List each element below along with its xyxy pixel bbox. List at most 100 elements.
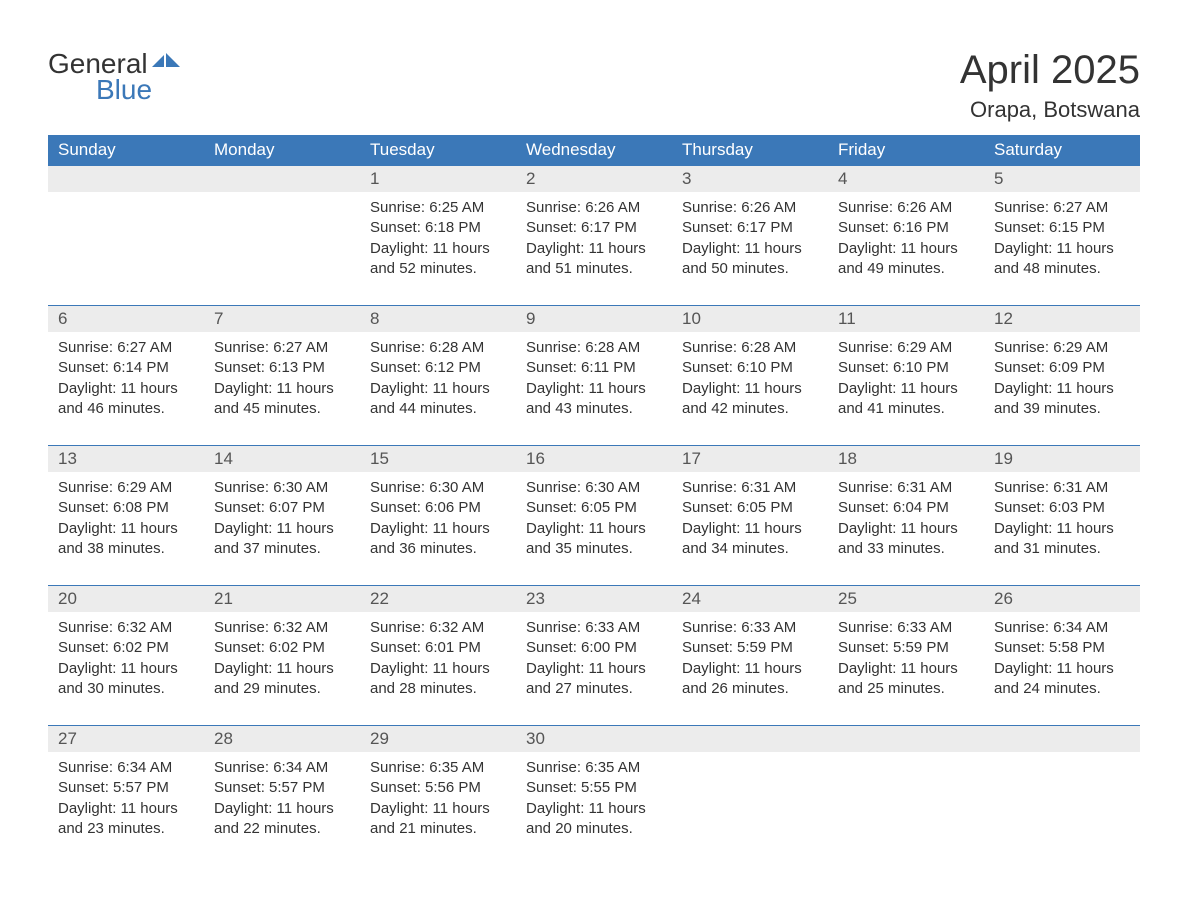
daylight-text: Daylight: 11 hours [994,239,1130,259]
daylight-text: Daylight: 11 hours [526,379,662,399]
day-number-cell: 14 [204,446,360,473]
sunset-text: Sunset: 6:02 PM [214,638,350,658]
daylight-text: Daylight: 11 hours [370,519,506,539]
daylight-text: and 35 minutes. [526,539,662,559]
daylight-text: and 37 minutes. [214,539,350,559]
sunrise-text: Sunrise: 6:35 AM [370,758,506,778]
day-content-cell: Sunrise: 6:30 AMSunset: 6:05 PMDaylight:… [516,472,672,586]
sunset-text: Sunset: 6:02 PM [58,638,194,658]
sunrise-text: Sunrise: 6:27 AM [214,338,350,358]
day-header: Tuesday [360,135,516,166]
daylight-text: and 52 minutes. [370,259,506,279]
brand-logo: General Blue [48,48,180,106]
sunset-text: Sunset: 5:56 PM [370,778,506,798]
day-content-cell: Sunrise: 6:28 AMSunset: 6:12 PMDaylight:… [360,332,516,446]
day-number-cell: 27 [48,726,204,753]
day-number-cell: 24 [672,586,828,613]
sunset-text: Sunset: 6:18 PM [370,218,506,238]
sunrise-text: Sunrise: 6:26 AM [838,198,974,218]
daylight-text: and 24 minutes. [994,679,1130,699]
location-label: Orapa, Botswana [960,97,1140,123]
day-content-cell: Sunrise: 6:33 AMSunset: 6:00 PMDaylight:… [516,612,672,726]
sunrise-text: Sunrise: 6:29 AM [58,478,194,498]
day-content-cell: Sunrise: 6:31 AMSunset: 6:05 PMDaylight:… [672,472,828,586]
daylight-text: Daylight: 11 hours [682,379,818,399]
day-number-cell: 4 [828,166,984,193]
sunrise-text: Sunrise: 6:25 AM [370,198,506,218]
day-content-cell: Sunrise: 6:32 AMSunset: 6:01 PMDaylight:… [360,612,516,726]
sunset-text: Sunset: 6:16 PM [838,218,974,238]
sunrise-text: Sunrise: 6:29 AM [838,338,974,358]
day-header: Thursday [672,135,828,166]
sunrise-text: Sunrise: 6:31 AM [838,478,974,498]
day-number-cell: 10 [672,306,828,333]
day-content-cell: Sunrise: 6:31 AMSunset: 6:04 PMDaylight:… [828,472,984,586]
day-content-cell: Sunrise: 6:30 AMSunset: 6:07 PMDaylight:… [204,472,360,586]
day-number-cell: 20 [48,586,204,613]
month-title: April 2025 [960,48,1140,93]
daylight-text: and 27 minutes. [526,679,662,699]
sunset-text: Sunset: 6:17 PM [682,218,818,238]
daylight-text: Daylight: 11 hours [838,519,974,539]
day-number-row: 20212223242526 [48,586,1140,613]
daylight-text: and 21 minutes. [370,819,506,839]
sunset-text: Sunset: 6:04 PM [838,498,974,518]
day-content-cell: Sunrise: 6:35 AMSunset: 5:55 PMDaylight:… [516,752,672,865]
day-number-cell [204,166,360,193]
sunset-text: Sunset: 6:10 PM [682,358,818,378]
daylight-text: Daylight: 11 hours [526,659,662,679]
sunset-text: Sunset: 6:13 PM [214,358,350,378]
day-content-cell: Sunrise: 6:34 AMSunset: 5:58 PMDaylight:… [984,612,1140,726]
daylight-text: Daylight: 11 hours [682,659,818,679]
sunrise-text: Sunrise: 6:30 AM [526,478,662,498]
sunset-text: Sunset: 6:06 PM [370,498,506,518]
day-number-cell: 15 [360,446,516,473]
day-content-cell: Sunrise: 6:34 AMSunset: 5:57 PMDaylight:… [48,752,204,865]
daylight-text: Daylight: 11 hours [994,659,1130,679]
sunset-text: Sunset: 6:09 PM [994,358,1130,378]
sunset-text: Sunset: 6:05 PM [526,498,662,518]
daylight-text: and 22 minutes. [214,819,350,839]
day-header: Monday [204,135,360,166]
day-number-cell: 1 [360,166,516,193]
daylight-text: Daylight: 11 hours [370,379,506,399]
sunrise-text: Sunrise: 6:28 AM [526,338,662,358]
daylight-text: Daylight: 11 hours [214,379,350,399]
daylight-text: and 23 minutes. [58,819,194,839]
daylight-text: and 31 minutes. [994,539,1130,559]
sunrise-text: Sunrise: 6:32 AM [58,618,194,638]
daylight-text: and 29 minutes. [214,679,350,699]
day-content-row: Sunrise: 6:27 AMSunset: 6:14 PMDaylight:… [48,332,1140,446]
sunrise-text: Sunrise: 6:28 AM [682,338,818,358]
day-number-cell: 19 [984,446,1140,473]
sunrise-text: Sunrise: 6:30 AM [370,478,506,498]
day-content-cell: Sunrise: 6:28 AMSunset: 6:11 PMDaylight:… [516,332,672,446]
day-number-cell [672,726,828,753]
daylight-text: Daylight: 11 hours [682,519,818,539]
day-header: Friday [828,135,984,166]
day-header-row: Sunday Monday Tuesday Wednesday Thursday… [48,135,1140,166]
sunrise-text: Sunrise: 6:32 AM [214,618,350,638]
sunrise-text: Sunrise: 6:34 AM [214,758,350,778]
day-number-cell: 29 [360,726,516,753]
sunset-text: Sunset: 5:57 PM [214,778,350,798]
day-number-row: 6789101112 [48,306,1140,333]
sunrise-text: Sunrise: 6:29 AM [994,338,1130,358]
sunrise-text: Sunrise: 6:30 AM [214,478,350,498]
daylight-text: and 41 minutes. [838,399,974,419]
day-content-cell: Sunrise: 6:29 AMSunset: 6:10 PMDaylight:… [828,332,984,446]
day-content-cell: Sunrise: 6:33 AMSunset: 5:59 PMDaylight:… [672,612,828,726]
sunset-text: Sunset: 6:17 PM [526,218,662,238]
daylight-text: Daylight: 11 hours [994,519,1130,539]
daylight-text: Daylight: 11 hours [58,799,194,819]
sunrise-text: Sunrise: 6:27 AM [994,198,1130,218]
day-number-cell: 11 [828,306,984,333]
sunset-text: Sunset: 6:03 PM [994,498,1130,518]
day-content-row: Sunrise: 6:29 AMSunset: 6:08 PMDaylight:… [48,472,1140,586]
day-number-cell: 5 [984,166,1140,193]
sunset-text: Sunset: 5:59 PM [682,638,818,658]
day-number-cell: 22 [360,586,516,613]
sunrise-text: Sunrise: 6:33 AM [526,618,662,638]
day-number-cell: 21 [204,586,360,613]
daylight-text: Daylight: 11 hours [58,379,194,399]
